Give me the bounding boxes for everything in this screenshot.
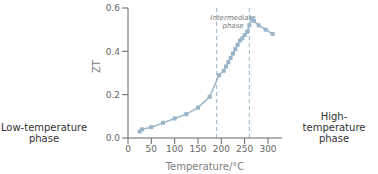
svg-text:100: 100	[166, 144, 183, 154]
svg-text:150: 150	[189, 144, 206, 154]
svg-text:300: 300	[259, 144, 276, 154]
svg-text:ZT: ZT	[91, 59, 102, 73]
svg-text:0.4: 0.4	[106, 47, 121, 57]
html-text:phase: phase	[222, 22, 244, 31]
svg-text:50: 50	[146, 144, 158, 154]
svg-text:0: 0	[125, 144, 131, 154]
svg-text:0.6: 0.6	[106, 3, 121, 13]
svg-text:250: 250	[236, 144, 253, 154]
html-text:Low-temperature phase: Low-temperature phase	[0, 122, 88, 144]
svg-text:0.2: 0.2	[106, 90, 120, 100]
svg-text:Temperature/°C: Temperature/°C	[165, 161, 245, 172]
html-text:Intermediate: Intermediate	[210, 14, 256, 23]
svg-text:200: 200	[213, 144, 230, 154]
svg-text:0.0: 0.0	[106, 133, 121, 143]
html-text:High-temperature phase: High-temperature phase	[302, 111, 366, 144]
